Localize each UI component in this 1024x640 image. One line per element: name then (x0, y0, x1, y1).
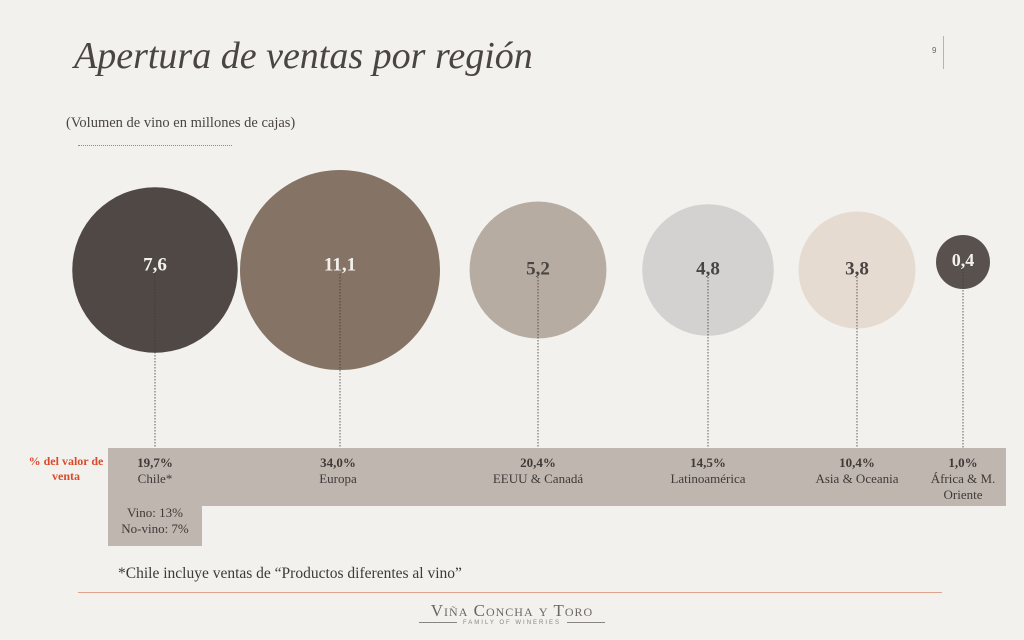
volume-label-region-2: 11,1 (324, 254, 356, 275)
pct-label-region-1: 19,7% (137, 455, 173, 470)
chile-breakdown-box (108, 506, 202, 546)
region-label-region-5: 10,4% Asia & Oceania (787, 455, 927, 487)
region-name-region-4: Latinoamérica (670, 471, 746, 486)
region-name-region-2: Europa (319, 471, 357, 486)
bubble-region-5 (798, 211, 916, 329)
pct-label-region-5: 10,4% (839, 455, 875, 470)
pct-label-region-4: 14,5% (690, 455, 726, 470)
region-label-region-2: 34,0% Europa (268, 455, 408, 487)
page-number-rule (943, 36, 944, 69)
bubble-region-3 (469, 201, 607, 339)
bubble-region-1 (72, 187, 238, 353)
region-label-region-3: 20,4% EEUU & Canadá (468, 455, 608, 487)
chile-breakdown: Vino: 13% No-vino: 7% (108, 505, 202, 537)
chile-breakdown-wine: Vino: 13% (127, 505, 183, 520)
pct-label-region-2: 34,0% (320, 455, 356, 470)
footnote: *Chile incluye ventas de “Productos dife… (118, 565, 462, 582)
region-name-region-5: Asia & Oceania (815, 471, 899, 486)
footer-rule (78, 592, 942, 593)
region-name-region-3: EEUU & Canadá (492, 471, 584, 486)
bubble-region-4 (642, 204, 774, 336)
region-label-region-4: 14,5% Latinoamérica (638, 455, 778, 487)
volume-label-region-4: 4,8 (696, 258, 720, 279)
volume-label-region-3: 5,2 (526, 258, 550, 279)
company-logo: Viña Concha y Toro (430, 601, 594, 620)
bubble-region-6 (936, 235, 990, 289)
slide-title: Apertura de ventas por región (74, 35, 533, 77)
chart-subtitle: (Volumen de vino en millones de cajas) (66, 115, 296, 131)
page-number: 9 (932, 46, 937, 55)
bubble-region-2 (240, 170, 440, 370)
chile-breakdown-non-wine: No-vino: 7% (121, 521, 189, 536)
region-name-region-6: África & M. Oriente (930, 471, 996, 502)
volume-label-region-5: 3,8 (845, 258, 869, 279)
percentage-band (108, 448, 1006, 506)
company-logo-tagline: FAMILY OF WINERIES (0, 620, 1024, 626)
volume-label-region-6: 0,4 (952, 250, 975, 270)
subtitle-dotted-rule (78, 145, 232, 146)
pct-sales-header: % del valor de venta (28, 454, 104, 483)
region-name-region-1: Chile* (137, 471, 173, 486)
region-label-region-1: 19,7% Chile* (85, 455, 225, 487)
volume-label-region-1: 7,6 (143, 254, 167, 275)
pct-label-region-3: 20,4% (520, 455, 556, 470)
region-label-region-6: 1,0% África & M. Oriente (893, 455, 1024, 503)
pct-label-region-6: 1,0% (948, 455, 978, 470)
